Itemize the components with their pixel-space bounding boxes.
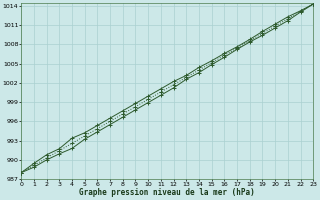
X-axis label: Graphe pression niveau de la mer (hPa): Graphe pression niveau de la mer (hPa): [79, 188, 255, 197]
